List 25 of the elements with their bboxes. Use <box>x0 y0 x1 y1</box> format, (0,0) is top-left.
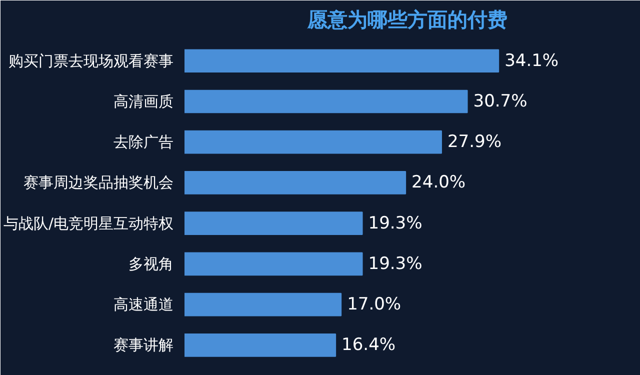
bar <box>184 49 500 73</box>
bar <box>184 171 406 194</box>
bar <box>184 252 363 276</box>
data-label: 30.7% <box>473 91 528 112</box>
y-tick-label: 高速通道 <box>114 296 174 314</box>
bar <box>184 212 363 236</box>
bar <box>184 292 342 316</box>
y-tick-label: 高清画质 <box>114 92 174 110</box>
data-label: 24.0% <box>412 172 466 193</box>
bar <box>184 334 336 357</box>
bar <box>184 90 468 114</box>
y-tick-label: 赛事讲解 <box>114 336 174 354</box>
bar <box>184 130 442 154</box>
data-label: 34.1% <box>504 50 559 71</box>
y-tick-label: 与战队/电竞明星互动特权 <box>3 214 174 232</box>
y-tick-label: 购买门票去现场观看赛事 <box>8 52 174 70</box>
y-tick-label: 多视角 <box>128 254 174 273</box>
data-label: 16.4% <box>342 335 396 356</box>
data-label: 19.3% <box>368 213 422 234</box>
chart-title: 愿意为哪些方面的付费 <box>306 8 508 32</box>
data-label: 17.0% <box>347 294 402 315</box>
data-label: 19.3% <box>368 254 422 274</box>
y-tick-label: 赛事周边奖品抽奖机会 <box>24 174 174 192</box>
y-tick-label: 去除广告 <box>114 133 174 152</box>
data-label: 27.9% <box>447 132 502 152</box>
